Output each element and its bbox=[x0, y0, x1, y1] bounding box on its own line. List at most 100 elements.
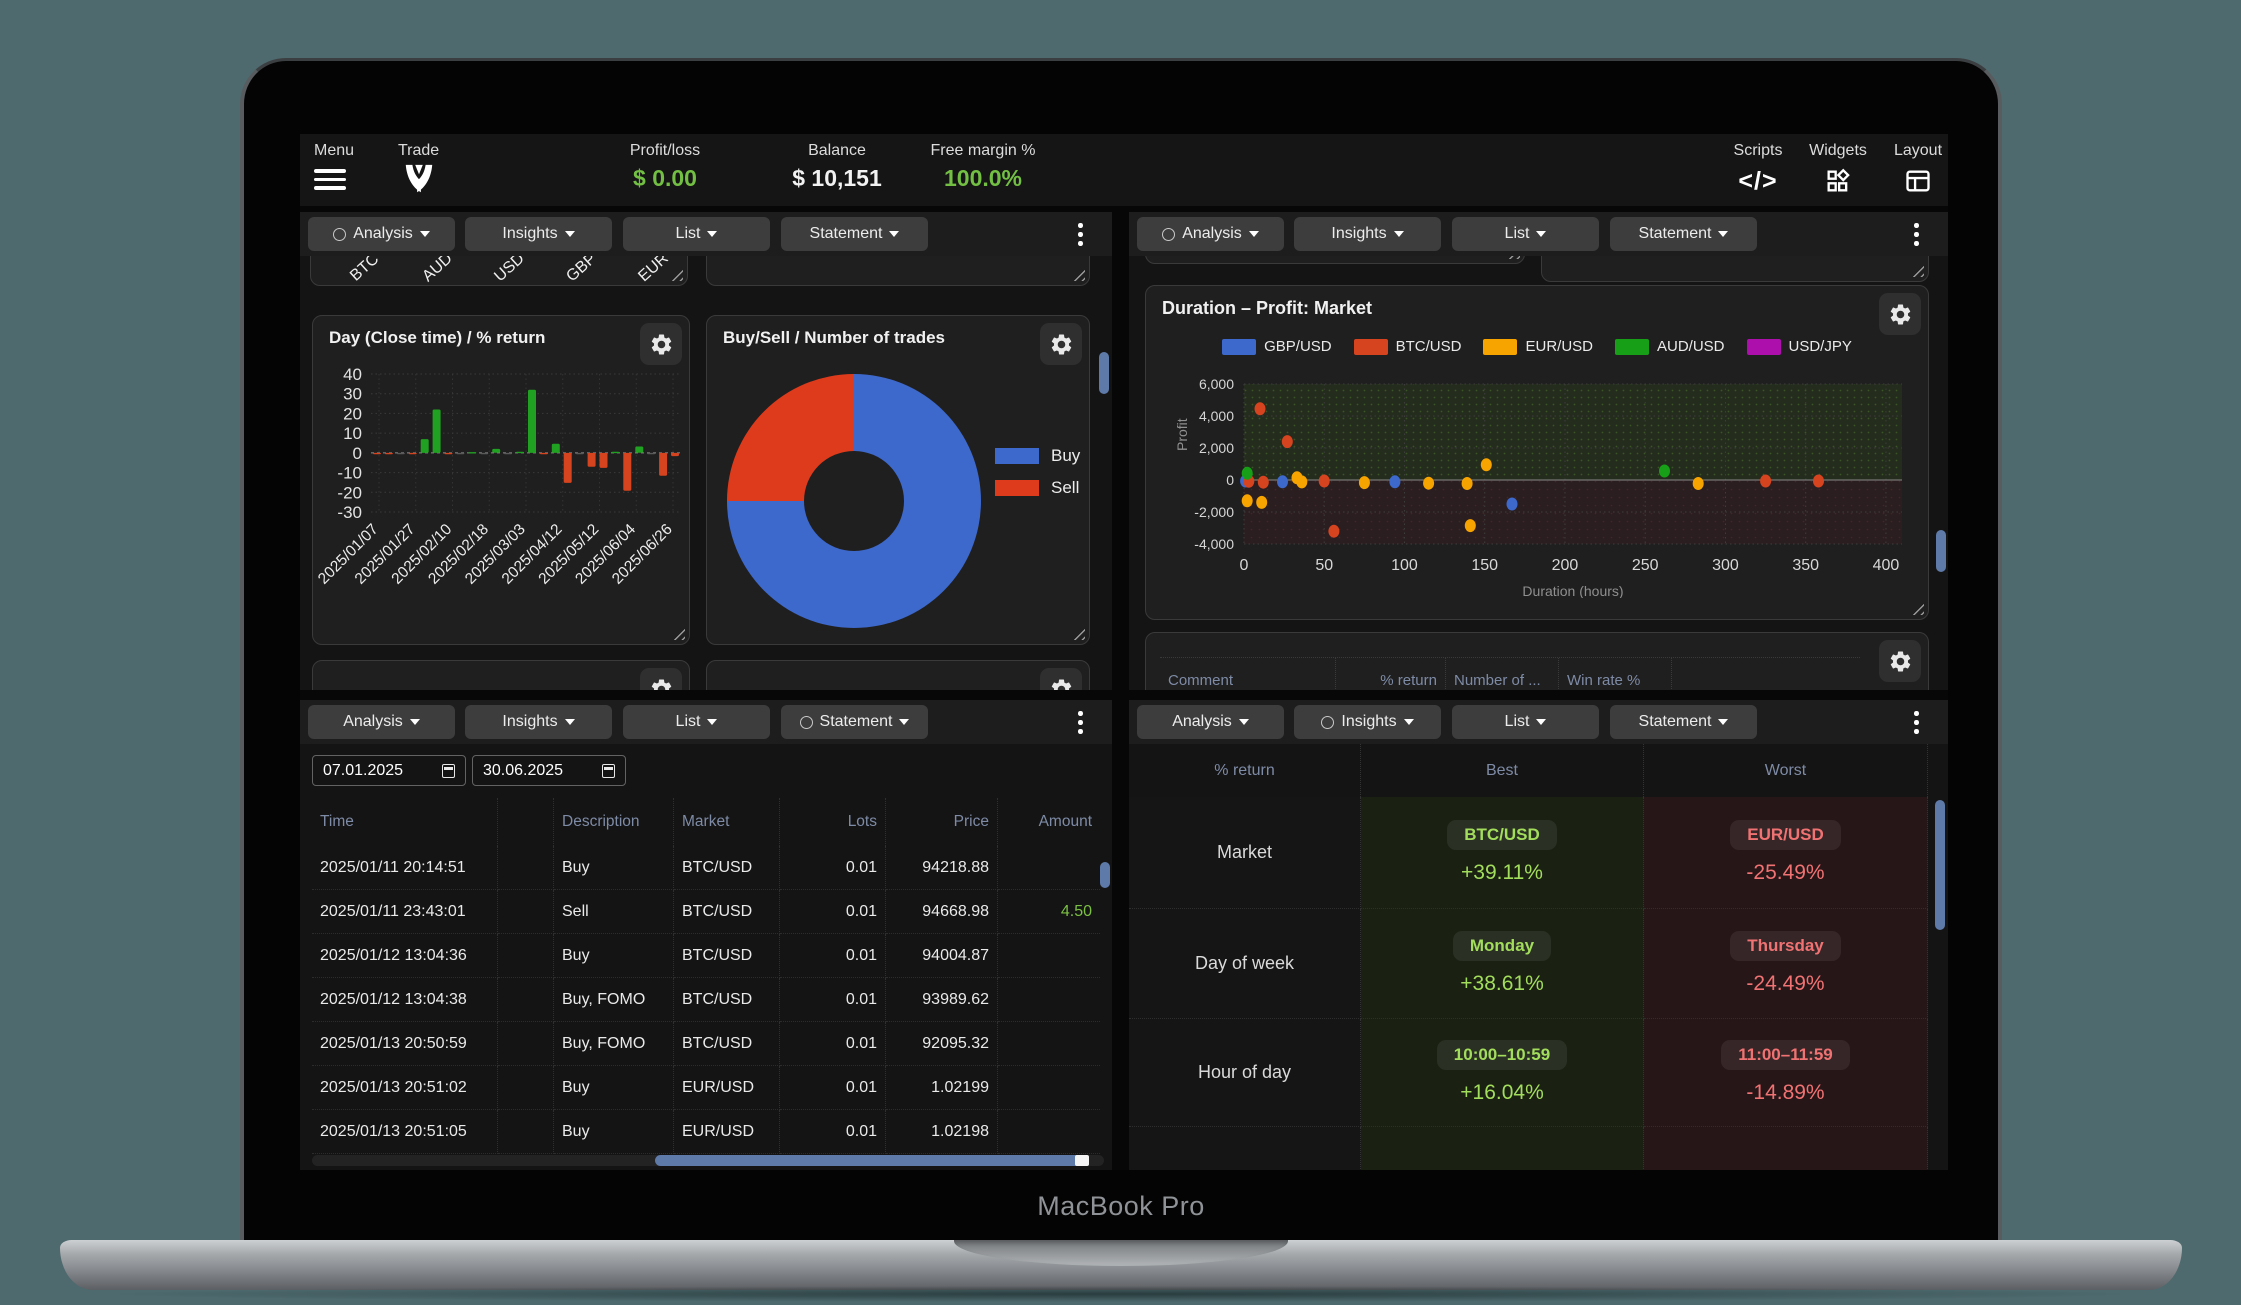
gear-icon[interactable] bbox=[1879, 640, 1921, 682]
tab-insights-tr[interactable]: Insights bbox=[1294, 217, 1441, 251]
legend-item: AUD/USD bbox=[1615, 338, 1725, 355]
tab-list-bl[interactable]: List bbox=[623, 705, 770, 739]
kebab-menu-icon[interactable] bbox=[1914, 223, 1920, 250]
scrollbar-end-handle[interactable] bbox=[1075, 1155, 1089, 1166]
column-header: Comment bbox=[1160, 658, 1336, 690]
trade-group[interactable]: Trade bbox=[398, 142, 439, 202]
tab-list-br[interactable]: List bbox=[1452, 705, 1599, 739]
cell-amount bbox=[998, 934, 1100, 978]
column-header: Win rate % bbox=[1559, 658, 1672, 690]
hamburger-menu-icon[interactable] bbox=[314, 169, 346, 190]
duration-profit-scatter-chart: 0 50 100 150 200 250 300 350 400 6,000 4,000 2,000 0… bbox=[1194, 376, 1902, 598]
vertical-scrollbar-thumb[interactable] bbox=[1100, 862, 1110, 888]
tab-label: Insights bbox=[1331, 225, 1387, 242]
resize-handle[interactable] bbox=[670, 268, 683, 281]
gear-icon[interactable] bbox=[1040, 323, 1082, 365]
legend-label: AUD/USD bbox=[1657, 338, 1725, 355]
day-return-chart-card: Day (Close time) / % return 40 30 20 10 0 -10… bbox=[312, 315, 690, 645]
chevron-down-icon bbox=[1718, 719, 1729, 725]
kebab-menu-icon[interactable] bbox=[1914, 711, 1920, 738]
column-header: Worst bbox=[1644, 744, 1928, 797]
chevron-down-icon bbox=[1403, 719, 1414, 725]
vertical-scrollbar-thumb[interactable] bbox=[1936, 530, 1946, 572]
resize-handle[interactable] bbox=[1911, 602, 1924, 615]
resize-handle[interactable] bbox=[1072, 627, 1085, 640]
scatter-legend: GBP/USD BTC/USD EUR/USD AUD/USD USD/JPY bbox=[1146, 338, 1928, 355]
gear-icon[interactable] bbox=[640, 668, 682, 690]
table-row[interactable]: 2025/01/11 23:43:01 Sell BTC/USD 0.01 94668.… bbox=[312, 890, 1100, 934]
cell-blank bbox=[498, 846, 554, 890]
cell-amount bbox=[998, 978, 1100, 1022]
tab-insights-br[interactable]: Insights bbox=[1294, 705, 1441, 739]
tabbar-bottom-left: Analysis Insights List Statement bbox=[300, 700, 1112, 744]
date-to-input[interactable]: 30.06.2025 bbox=[472, 755, 626, 786]
tab-insights-bl[interactable]: Insights bbox=[465, 705, 612, 739]
tab-statement-bl[interactable]: Statement bbox=[781, 705, 928, 739]
tab-analysis-tr[interactable]: Analysis bbox=[1137, 217, 1284, 251]
calendar-icon[interactable] bbox=[442, 763, 455, 778]
gear-icon[interactable] bbox=[640, 323, 682, 365]
legend-item: EUR/USD bbox=[1483, 338, 1593, 355]
worst-cell: EUR/USD -25.49% bbox=[1644, 797, 1928, 909]
tab-insights-tl[interactable]: Insights bbox=[465, 217, 612, 251]
tab-label: Statement bbox=[1638, 713, 1712, 730]
tab-analysis-bl[interactable]: Analysis bbox=[308, 705, 455, 739]
chevron-down-icon bbox=[707, 231, 718, 237]
cell-lots: 0.01 bbox=[780, 1066, 886, 1110]
duration-profit-chart-card: Duration – Profit: Market GBP/USD BTC/USD… bbox=[1145, 285, 1929, 620]
date-from-input[interactable]: 07.01.2025 bbox=[312, 755, 466, 786]
legend-item: Buy bbox=[995, 446, 1080, 466]
tool-widgets[interactable]: Widgets bbox=[1798, 142, 1878, 196]
menu-group[interactable]: Menu bbox=[314, 142, 354, 195]
resize-handle[interactable] bbox=[1911, 264, 1924, 277]
legend-label: Sell bbox=[1051, 478, 1080, 497]
table-row[interactable]: 2025/01/12 13:04:36 Buy BTC/USD 0.01 94004.8… bbox=[312, 934, 1100, 978]
buy-sell-donut-chart bbox=[727, 374, 981, 628]
tab-statement-tl[interactable]: Statement bbox=[781, 217, 928, 251]
legend-item: BTC/USD bbox=[1353, 338, 1461, 355]
table-row[interactable]: 2025/01/13 20:50:59 Buy, FOMO BTC/USD 0.01 9… bbox=[312, 1022, 1100, 1066]
table-row[interactable]: 2025/01/13 20:51:02 Buy EUR/USD 0.01 1.02199 bbox=[312, 1066, 1100, 1110]
chart-title: Day (Close time) / % return bbox=[329, 328, 546, 347]
radio-indicator-icon bbox=[799, 715, 813, 729]
tab-label: Statement bbox=[819, 713, 893, 730]
tabbar-top-right: Analysis Insights List Statement bbox=[1129, 212, 1948, 256]
cell-amount: 4.50 bbox=[998, 890, 1100, 934]
tab-analysis-br[interactable]: Analysis bbox=[1137, 705, 1284, 739]
kebab-menu-icon[interactable] bbox=[1078, 711, 1084, 738]
tab-list-tr[interactable]: List bbox=[1452, 217, 1599, 251]
table-row[interactable]: 2025/01/11 20:14:51 Buy BTC/USD 0.01 94218.8… bbox=[312, 846, 1100, 890]
best-badge: 10:00–10:59 bbox=[1436, 1040, 1568, 1070]
cell-time: 2025/01/12 13:04:36 bbox=[312, 934, 498, 978]
resize-handle[interactable] bbox=[1072, 268, 1085, 281]
gear-icon[interactable] bbox=[1879, 293, 1921, 335]
cell-price: 1.02199 bbox=[886, 1066, 998, 1110]
chevron-down-icon bbox=[1536, 231, 1547, 237]
cell-market: BTC/USD bbox=[674, 846, 780, 890]
table-row[interactable]: 2025/01/13 20:51:05 Buy EUR/USD 0.01 1.02198 bbox=[312, 1110, 1100, 1154]
tool-scripts[interactable]: Scripts </> bbox=[1718, 142, 1798, 196]
table-row[interactable]: 2025/01/12 13:04:38 Buy, FOMO BTC/USD 0.01 9… bbox=[312, 978, 1100, 1022]
laptop-shadow bbox=[120, 1286, 2121, 1302]
horizontal-scrollbar-thumb[interactable] bbox=[655, 1155, 1089, 1166]
cell-description: Buy, FOMO bbox=[554, 1022, 674, 1066]
insights-row: Day of week Monday +38.61% Thursday -24.49% bbox=[1129, 909, 1928, 1019]
vertical-scrollbar-thumb[interactable] bbox=[1935, 800, 1945, 930]
tab-statement-tr[interactable]: Statement bbox=[1610, 217, 1757, 251]
svg-text:-10: -10 bbox=[337, 464, 362, 483]
calendar-icon[interactable] bbox=[602, 763, 615, 778]
insights-header-row: % return Best Worst bbox=[1129, 744, 1928, 797]
svg-text:10: 10 bbox=[343, 424, 362, 443]
tab-list-tl[interactable]: List bbox=[623, 217, 770, 251]
cell-amount bbox=[998, 846, 1100, 890]
kebab-menu-icon[interactable] bbox=[1078, 223, 1084, 250]
tool-layout[interactable]: Layout bbox=[1878, 142, 1958, 196]
tab-statement-br[interactable]: Statement bbox=[1610, 705, 1757, 739]
worst-value: -14.89% bbox=[1746, 1081, 1825, 1104]
gear-icon[interactable] bbox=[1040, 668, 1082, 690]
macbook-lid-notch bbox=[954, 1240, 1288, 1266]
vertical-scrollbar-thumb[interactable] bbox=[1099, 352, 1109, 394]
horizontal-scrollbar[interactable] bbox=[312, 1155, 1104, 1166]
tab-analysis-tl[interactable]: Analysis bbox=[308, 217, 455, 251]
